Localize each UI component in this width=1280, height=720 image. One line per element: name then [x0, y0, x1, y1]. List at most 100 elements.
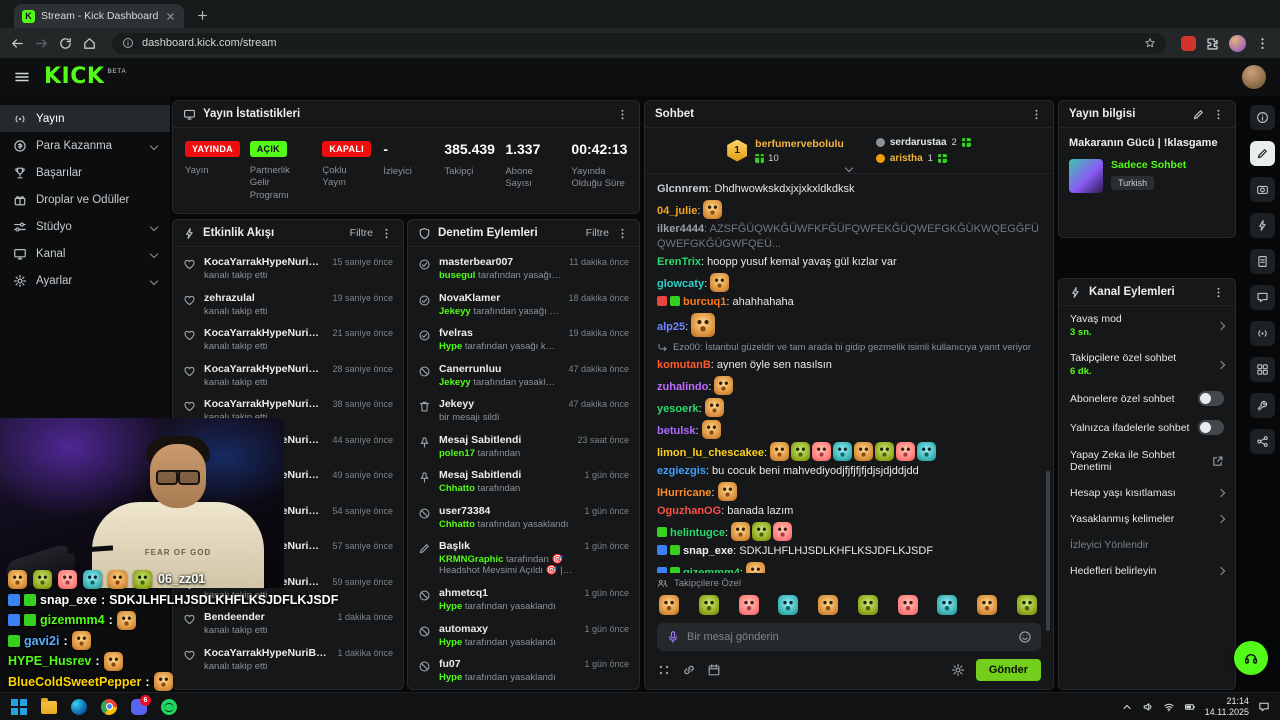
activity-menu-icon[interactable] [380, 227, 393, 240]
chat-apps-icon[interactable] [657, 663, 671, 677]
kick-logo[interactable]: KICK BETA [44, 66, 126, 88]
sidebar-item-st-dyo[interactable]: Stüdyo [0, 213, 170, 240]
emote-icon[interactable] [133, 569, 152, 589]
sidebar-item-para-kazanma[interactable]: Para Kazanma [0, 132, 170, 159]
emote-icon[interactable] [710, 273, 730, 292]
stream-info-menu-icon[interactable] [1212, 108, 1225, 121]
browser-menu-icon[interactable] [1255, 36, 1270, 51]
link-icon[interactable] [682, 663, 696, 677]
emote-icon[interactable] [103, 651, 123, 671]
bolt-tool-button[interactable] [1249, 213, 1275, 238]
taskbar-edge-icon[interactable] [66, 695, 92, 719]
toggle-switch[interactable] [1198, 391, 1224, 406]
moderation-event-row[interactable]: Başlık KRMNGraphic tarafından 🎯 Headshot … [408, 535, 639, 582]
sidebar-item-droplar-ve-d-ller[interactable]: Droplar ve Ödüller [0, 186, 170, 213]
pen-tool-button[interactable] [1249, 141, 1275, 166]
channel-action-yasaklanm-kelimeler[interactable]: Yasaklanmış kelimeler [1059, 506, 1235, 532]
moderation-event-row[interactable]: fvelras Hype tarafından yasağı kaldırıldı… [408, 322, 639, 358]
edit-stream-info-icon[interactable] [1192, 108, 1205, 121]
user-avatar[interactable] [1242, 65, 1266, 89]
emote-icon[interactable] [153, 672, 173, 692]
file-tool-button[interactable] [1249, 249, 1275, 274]
url-bar[interactable]: dashboard.kick.com/stream [112, 32, 1166, 54]
nodes-tool-button[interactable] [1249, 429, 1275, 454]
emote-icon[interactable] [773, 522, 793, 541]
emote-icon[interactable] [791, 442, 811, 461]
moderation-event-row[interactable]: masterbear007 busegul tarafından yasağı k… [408, 251, 639, 287]
notifications-icon[interactable] [1258, 701, 1270, 713]
browser-tab[interactable]: K Stream - Kick Dashboard [14, 4, 184, 28]
emote-icon[interactable] [704, 398, 724, 417]
bookmark-icon[interactable] [1144, 37, 1156, 49]
chat-username[interactable]: helintugce [670, 527, 726, 539]
chat-scrollbar[interactable] [1046, 471, 1050, 631]
chat-username[interactable]: lHurricane [657, 487, 712, 499]
taskbar-discord-icon[interactable]: 6 [126, 694, 152, 719]
sidebar-item-ayarlar[interactable]: Ayarlar [0, 267, 170, 294]
emote-icon[interactable] [714, 376, 734, 395]
calendar-icon[interactable] [707, 663, 721, 677]
follow-event-row[interactable]: zehrazulal kanalı takip etti 19 saniye önc… [173, 287, 403, 323]
extensions-icon[interactable] [1205, 36, 1220, 51]
taskbar-clock[interactable]: 21:14 14.11.2025 [1205, 696, 1249, 718]
moderation-event-row[interactable]: fu07 Hype tarafından yasaklandı 1 gün önce [408, 653, 639, 689]
category-name[interactable]: Sadece Sohbet [1111, 159, 1187, 171]
emote-icon[interactable] [854, 442, 874, 461]
wrench-tool-button[interactable] [1249, 393, 1275, 418]
emote-icon[interactable] [58, 569, 77, 589]
emote-icon[interactable] [108, 569, 127, 589]
emote-icon[interactable] [738, 595, 759, 615]
signal-tool-button[interactable] [1249, 321, 1275, 346]
chat-username[interactable]: burcuq1 [683, 296, 727, 308]
new-tab-button[interactable] [196, 9, 209, 22]
taskbar-start-icon[interactable] [6, 695, 32, 719]
moderation-event-row[interactable]: ahmetcq1 Hype tarafından yasaklandı 1 gün … [408, 582, 639, 618]
network-icon[interactable] [1163, 701, 1175, 713]
sidebar-item-yay-n[interactable]: Yayın [0, 105, 170, 132]
emote-icon[interactable] [116, 610, 136, 630]
emote-icon[interactable] [833, 442, 853, 461]
chat-username[interactable]: glowcaty [657, 278, 705, 290]
emote-icon[interactable] [778, 595, 799, 615]
chat-username[interactable]: betulsk [657, 425, 696, 437]
forward-button[interactable] [34, 36, 49, 51]
camera-tool-button[interactable] [1249, 177, 1275, 202]
emote-icon[interactable] [701, 420, 721, 439]
chat-username[interactable]: snap_exe [683, 545, 734, 557]
moderation-event-row[interactable]: Canerrunluu Jekeyy tarafından yasaklandı 4… [408, 358, 639, 394]
moderation-event-row[interactable]: Mesaj Sabitlendi polen17 tarafından 23 saa… [408, 429, 639, 465]
chat-username[interactable]: 04_julie [657, 205, 698, 217]
emote-icon[interactable] [818, 595, 839, 615]
chat-username[interactable]: limon_lu_chescakee [657, 447, 765, 459]
chat-username[interactable]: alp25 [657, 321, 686, 333]
emote-icon[interactable] [717, 482, 737, 501]
emote-icon[interactable] [937, 595, 958, 615]
emote-icon[interactable] [875, 442, 895, 461]
moderation-menu-icon[interactable] [616, 227, 629, 240]
follow-event-row[interactable]: Bendeender kanalı takip etti 1 dakika önce [173, 606, 403, 642]
chat-username[interactable]: ezgiezgis [657, 465, 706, 477]
emote-icon[interactable] [812, 442, 832, 461]
emote-icon[interactable] [698, 595, 719, 615]
channel-actions-menu-icon[interactable] [1212, 286, 1225, 299]
emote-icon[interactable] [691, 313, 716, 337]
emote-icon[interactable] [896, 442, 916, 461]
toggle-switch[interactable] [1198, 420, 1224, 435]
activity-filter-button[interactable]: Filtre [349, 227, 373, 239]
channel-action-takip-ilere-zel-sohbet[interactable]: Takipçilere özel sohbet 6 dk. [1059, 345, 1235, 384]
grid-tool-button[interactable] [1249, 357, 1275, 382]
taskbar-chrome-icon[interactable] [96, 695, 122, 719]
moderation-event-row[interactable]: Mesaj Sabitlendi Chhatto tarafından 1 gün … [408, 464, 639, 500]
moderation-event-row[interactable]: Jekeyy bir mesajı sildi 47 dakika önce [408, 393, 639, 429]
emote-icon[interactable] [857, 595, 878, 615]
taskbar-spotify-icon[interactable] [156, 695, 182, 719]
chat-tool-button[interactable] [1249, 285, 1275, 310]
battery-icon[interactable] [1184, 701, 1196, 713]
emote-icon[interactable] [731, 522, 751, 541]
emote-icon[interactable] [33, 569, 52, 589]
chat-username[interactable]: yesoerk [657, 403, 699, 415]
chat-username[interactable]: ErenTrix [657, 256, 702, 268]
moderation-event-row[interactable]: user73384 Chhatto tarafından yasaklandı 1 … [408, 500, 639, 536]
